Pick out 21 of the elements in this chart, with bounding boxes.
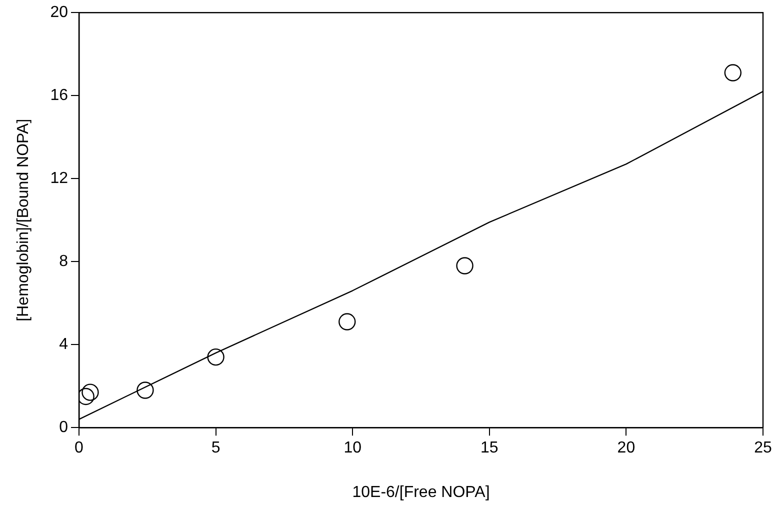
y-axis-title: [Hemoglobin]/[Bound NOPA]: [15, 118, 32, 322]
point: [338, 313, 356, 330]
y-tick-label: 8: [59, 253, 68, 270]
point: [724, 64, 742, 82]
y-tick-label: 16: [50, 87, 68, 104]
x-tick-label: 15: [480, 440, 498, 457]
point: [207, 348, 224, 366]
point: [136, 382, 154, 399]
y-tick-label: 12: [50, 170, 68, 188]
x-tick-label: 0: [74, 440, 84, 457]
point: [456, 257, 474, 274]
x-tick-label: 20: [617, 440, 636, 457]
x-axis-title: 10E-6/[Free NOPA]: [352, 484, 490, 501]
x-tick-label: 25: [754, 440, 772, 457]
x-tick-label: 10: [344, 440, 362, 457]
y-tick-label: 20: [50, 4, 68, 22]
y-tick-label: 0: [59, 419, 68, 436]
x-tick-label: 5: [211, 440, 220, 457]
point: [82, 384, 99, 401]
y-tick-label: 4: [59, 336, 68, 354]
point: [78, 388, 94, 406]
